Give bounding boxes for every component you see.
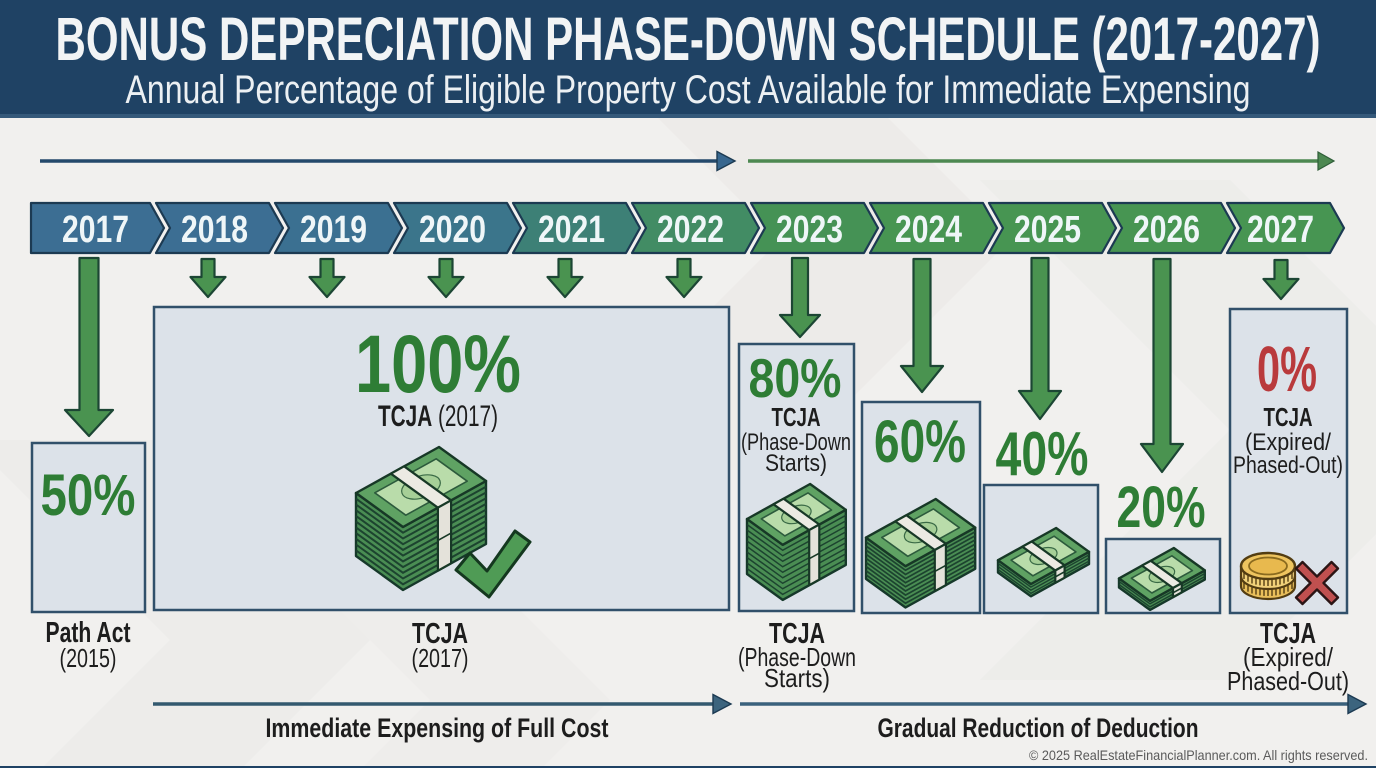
- svg-text:Immediate Expensing of Full Co: Immediate Expensing of Full Cost: [266, 713, 609, 743]
- svg-text:Phased-Out): Phased-Out): [1233, 452, 1343, 479]
- svg-text:2021: 2021: [538, 209, 605, 251]
- svg-text:TCJA: TCJA: [772, 402, 821, 432]
- svg-text:2024: 2024: [895, 209, 962, 251]
- svg-text:TCJA: TCJA: [769, 618, 825, 650]
- svg-text:BONUS DEPRECIATION PHASE-DOWN: BONUS DEPRECIATION PHASE-DOWN SCHEDULE (…: [56, 5, 1321, 73]
- svg-text:TCJA (2017): TCJA (2017): [378, 400, 498, 433]
- svg-text:2022: 2022: [657, 209, 724, 251]
- svg-text:0%: 0%: [1257, 333, 1317, 405]
- svg-text:2018: 2018: [181, 209, 248, 251]
- svg-text:2019: 2019: [300, 209, 367, 251]
- svg-text:Starts): Starts): [765, 450, 827, 477]
- svg-text:60%: 60%: [874, 408, 966, 475]
- svg-text:2026: 2026: [1133, 209, 1200, 251]
- svg-text:TCJA: TCJA: [1260, 618, 1316, 650]
- svg-text:2027: 2027: [1247, 209, 1314, 251]
- svg-text:2020: 2020: [419, 209, 486, 251]
- svg-text:2023: 2023: [776, 209, 843, 251]
- svg-text:2017: 2017: [62, 209, 129, 251]
- svg-text:(Phase-Down: (Phase-Down: [741, 429, 851, 456]
- svg-text:Gradual Reduction of Deduction: Gradual Reduction of Deduction: [878, 713, 1199, 743]
- svg-text:(2017): (2017): [412, 643, 469, 673]
- svg-text:Path Act: Path Act: [46, 617, 131, 649]
- svg-text:40%: 40%: [996, 420, 1089, 489]
- svg-text:(Expired/: (Expired/: [1245, 429, 1331, 456]
- svg-text:80%: 80%: [749, 347, 842, 409]
- svg-text:100%: 100%: [355, 319, 521, 410]
- svg-text:Starts): Starts): [764, 663, 830, 693]
- svg-text:(Expired/: (Expired/: [1243, 642, 1334, 672]
- svg-text:2025: 2025: [1014, 209, 1081, 251]
- svg-text:20%: 20%: [1117, 475, 1206, 540]
- svg-text:(Phase-Down: (Phase-Down: [738, 642, 856, 672]
- svg-text:Annual Percentage of Eligible: Annual Percentage of Eligible Property C…: [126, 68, 1251, 112]
- svg-text:(2015): (2015): [60, 643, 117, 673]
- svg-text:Phased-Out): Phased-Out): [1227, 666, 1349, 696]
- svg-text:© 2025 RealEstateFinancialPlan: © 2025 RealEstateFinancialPlanner.com. A…: [1029, 747, 1368, 763]
- svg-text:TCJA: TCJA: [412, 618, 468, 650]
- svg-text:50%: 50%: [41, 463, 136, 528]
- svg-text:TCJA: TCJA: [1264, 402, 1313, 432]
